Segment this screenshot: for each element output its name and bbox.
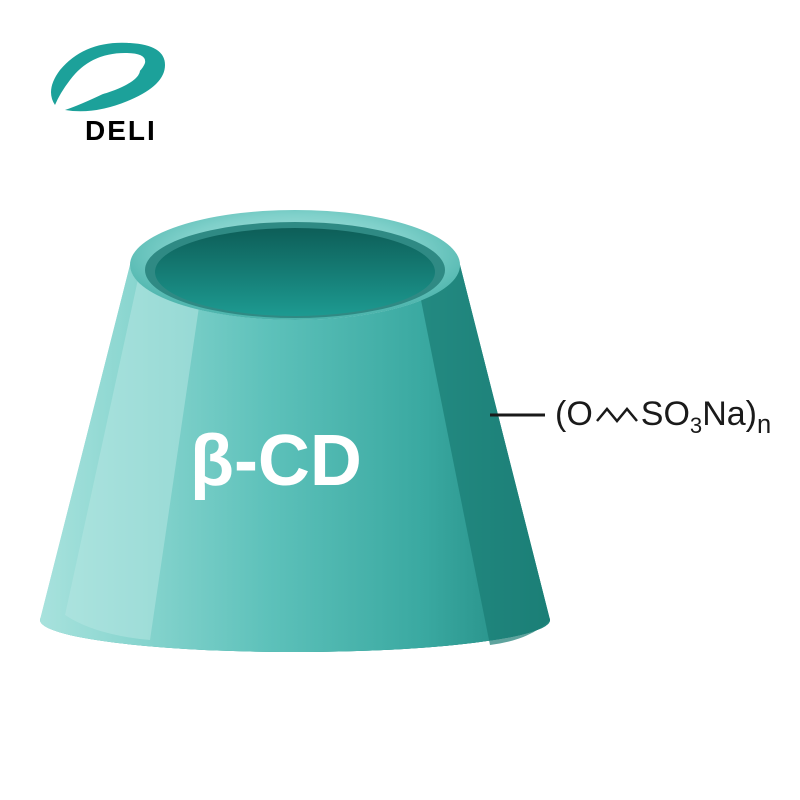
main-label-text: β-CD [190, 421, 362, 501]
zigzag-icon [595, 407, 639, 425]
formula-na: Na) [702, 395, 757, 433]
formula-open: (O [555, 395, 593, 433]
cone-cavity [155, 228, 435, 316]
formula-sub-n: n [757, 411, 771, 439]
formula-sub3: 3 [690, 413, 702, 438]
formula-so: SO [641, 395, 690, 433]
substituent-formula: (O SO3Na)n [555, 395, 771, 440]
main-label: β-CD [190, 420, 362, 502]
